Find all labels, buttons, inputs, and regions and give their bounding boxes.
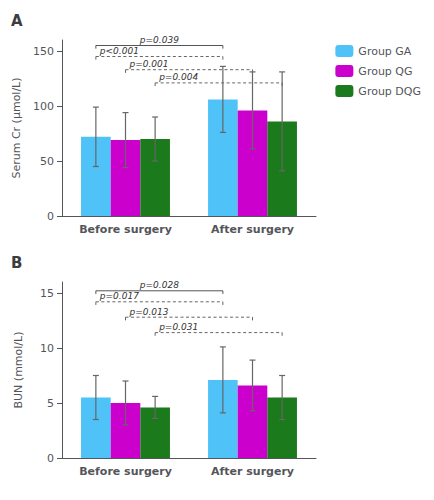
svg-text:Group GA: Group GA — [358, 45, 412, 58]
svg-text:Group DQG: Group DQG — [358, 85, 421, 98]
svg-text:Serum Cr (μmol/L): Serum Cr (μmol/L) — [10, 77, 23, 178]
svg-text:Before surgery: Before surgery — [79, 465, 172, 478]
svg-text:0: 0 — [47, 210, 54, 223]
svg-text:After surgery: After surgery — [211, 223, 294, 236]
svg-text:15: 15 — [40, 287, 54, 300]
svg-text:p<0.001: p<0.001 — [99, 46, 139, 56]
svg-text:Group QG: Group QG — [358, 65, 412, 78]
svg-text:p=0.031: p=0.031 — [158, 322, 198, 332]
svg-text:p=0.001: p=0.001 — [129, 59, 169, 69]
svg-text:B: B — [11, 254, 22, 272]
svg-text:0: 0 — [47, 452, 54, 465]
svg-text:10: 10 — [40, 342, 54, 355]
svg-text:p=0.013: p=0.013 — [129, 307, 169, 317]
svg-text:p=0.039: p=0.039 — [139, 35, 179, 45]
svg-text:After surgery: After surgery — [211, 465, 294, 478]
svg-text:p=0.017: p=0.017 — [99, 291, 139, 301]
svg-text:100: 100 — [33, 100, 54, 113]
svg-text:5: 5 — [47, 397, 54, 410]
svg-text:50: 50 — [40, 155, 54, 168]
svg-text:p=0.004: p=0.004 — [158, 72, 198, 82]
svg-text:Before surgery: Before surgery — [79, 223, 172, 236]
svg-text:BUN (mmol/L): BUN (mmol/L) — [12, 332, 25, 409]
svg-text:A: A — [11, 12, 23, 30]
svg-text:p=0.028: p=0.028 — [139, 280, 179, 290]
svg-text:150: 150 — [33, 45, 54, 58]
